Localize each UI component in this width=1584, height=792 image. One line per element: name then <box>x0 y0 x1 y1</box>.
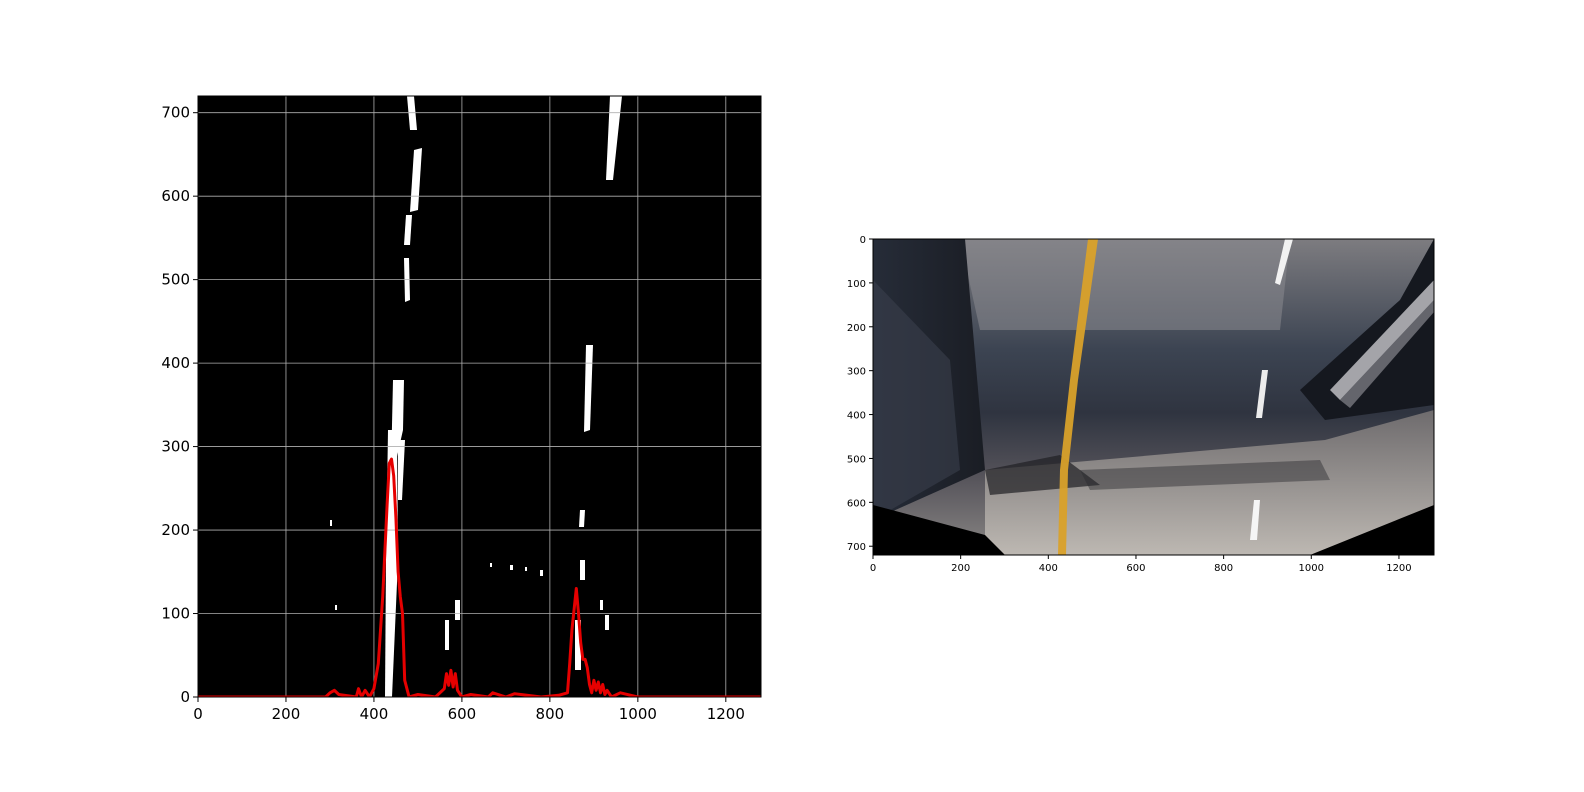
mask-speck <box>540 570 543 576</box>
y-tick-label: 700 <box>847 542 866 553</box>
y-tick-label: 500 <box>161 271 190 289</box>
left-y-ticks: 0 100 200 300 400 500 600 700 <box>161 104 198 706</box>
y-tick-label: 200 <box>847 323 866 334</box>
y-tick-label: 600 <box>847 498 866 509</box>
y-tick-label: 400 <box>847 411 866 422</box>
right-axes-frame <box>872 238 1435 556</box>
mask-speck <box>455 600 460 620</box>
x-tick-label: 800 <box>1214 563 1233 574</box>
mask-streak <box>606 96 622 180</box>
y-tick-label: 0 <box>860 235 866 246</box>
x-tick-label: 400 <box>360 705 389 723</box>
x-tick-label: 0 <box>870 563 876 574</box>
y-tick-label: 100 <box>161 605 190 623</box>
y-tick-label: 0 <box>180 688 190 706</box>
warped-road-image <box>873 239 1434 555</box>
mask-streak <box>583 700 589 705</box>
y-tick-label: 200 <box>161 521 190 539</box>
mask-speck <box>445 620 449 650</box>
left-axes-frame <box>197 95 762 698</box>
x-tick-label: 800 <box>536 705 565 723</box>
y-tick-label: 400 <box>161 354 190 372</box>
right-y-ticks: 0 100 200 300 400 500 600 700 <box>847 235 873 553</box>
mask-speck <box>335 605 337 610</box>
x-tick-label: 1000 <box>1299 563 1324 574</box>
mask-speck <box>575 620 581 670</box>
mask-streak <box>584 345 593 432</box>
x-tick-label: 1200 <box>1386 563 1411 574</box>
x-tick-label: 600 <box>448 705 477 723</box>
y-tick-label: 100 <box>847 279 866 290</box>
left-panel: 0 200 400 600 800 1000 1200 0 100 200 300 400 500 60… <box>161 95 762 723</box>
mask-speck <box>330 520 332 526</box>
mask-streak <box>398 440 405 500</box>
y-tick-label: 500 <box>847 454 866 465</box>
mask-speck <box>600 600 603 610</box>
left-grid <box>198 96 761 697</box>
x-tick-label: 1000 <box>619 705 657 723</box>
y-tick-label: 700 <box>161 104 190 122</box>
x-tick-label: 400 <box>1039 563 1058 574</box>
right-panel: 0 200 400 600 800 1000 1200 0 100 200 300 400 500 60… <box>847 235 1435 574</box>
x-tick-label: 200 <box>951 563 970 574</box>
mask-speck <box>605 615 609 630</box>
mask-speck <box>490 563 492 567</box>
y-tick-label: 300 <box>847 367 866 378</box>
histogram-series <box>198 457 761 697</box>
x-tick-label: 1200 <box>707 705 745 723</box>
x-tick-label: 200 <box>272 705 301 723</box>
lane-pixel-mask <box>330 96 622 705</box>
y-tick-label: 300 <box>161 438 190 456</box>
mask-speck <box>510 565 513 570</box>
right-x-ticks: 0 200 400 600 800 1000 1200 <box>870 555 1412 574</box>
mask-streak <box>404 215 412 245</box>
x-tick-label: 0 <box>193 705 203 723</box>
mask-speck <box>580 560 585 580</box>
left-plot-background <box>198 96 761 697</box>
histogram-line <box>198 457 761 697</box>
y-tick-label: 600 <box>161 187 190 205</box>
x-tick-label: 600 <box>1126 563 1145 574</box>
left-x-ticks: 0 200 400 600 800 1000 1200 <box>193 697 745 723</box>
mask-streak <box>579 510 585 527</box>
mask-speck <box>525 567 527 571</box>
